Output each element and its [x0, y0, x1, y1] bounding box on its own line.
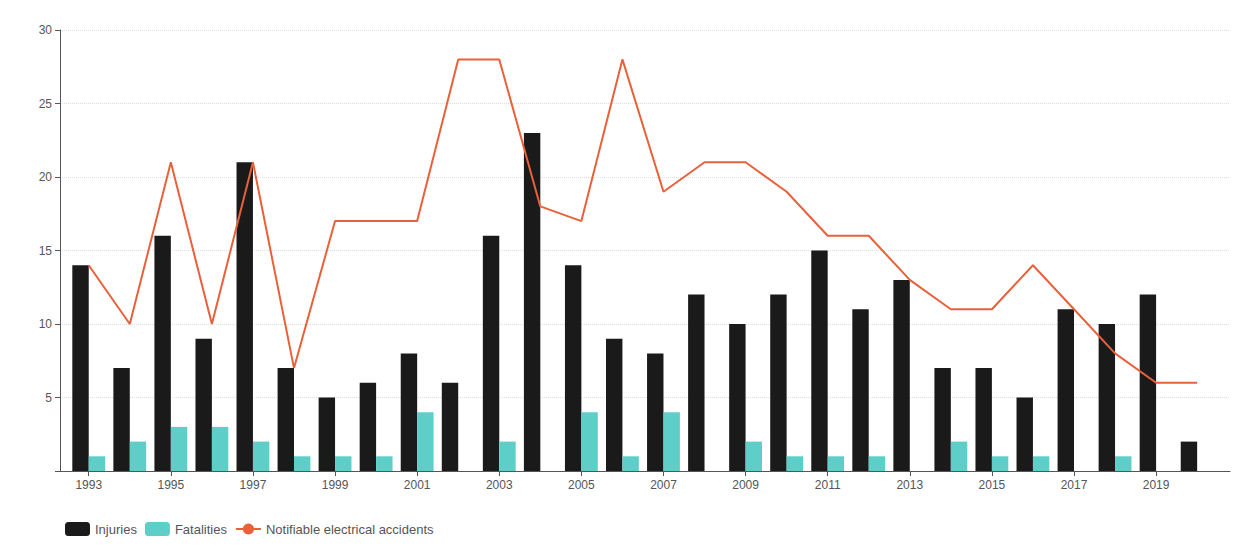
svg-text:1993: 1993 — [75, 478, 102, 492]
svg-text:2005: 2005 — [568, 478, 595, 492]
svg-text:5: 5 — [45, 391, 52, 405]
svg-text:2001: 2001 — [404, 478, 431, 492]
svg-text:2017: 2017 — [1061, 478, 1088, 492]
svg-text:2015: 2015 — [979, 478, 1006, 492]
svg-text:Injuries: Injuries — [95, 522, 137, 537]
svg-text:2011: 2011 — [815, 478, 841, 492]
svg-text:1999: 1999 — [322, 478, 349, 492]
svg-text:2019: 2019 — [1143, 478, 1170, 492]
svg-text:2013: 2013 — [896, 478, 923, 492]
svg-text:1997: 1997 — [240, 478, 267, 492]
svg-text:2003: 2003 — [486, 478, 513, 492]
svg-text:1995: 1995 — [157, 478, 184, 492]
svg-text:Fatalities: Fatalities — [175, 522, 228, 537]
svg-text:30: 30 — [39, 23, 53, 37]
svg-text:10: 10 — [39, 317, 53, 331]
svg-text:Notifiable electrical accident: Notifiable electrical accidents — [266, 522, 434, 537]
svg-text:15: 15 — [39, 244, 53, 258]
svg-text:25: 25 — [39, 97, 53, 111]
svg-text:2009: 2009 — [732, 478, 759, 492]
svg-text:20: 20 — [39, 170, 53, 184]
svg-text:2007: 2007 — [650, 478, 677, 492]
